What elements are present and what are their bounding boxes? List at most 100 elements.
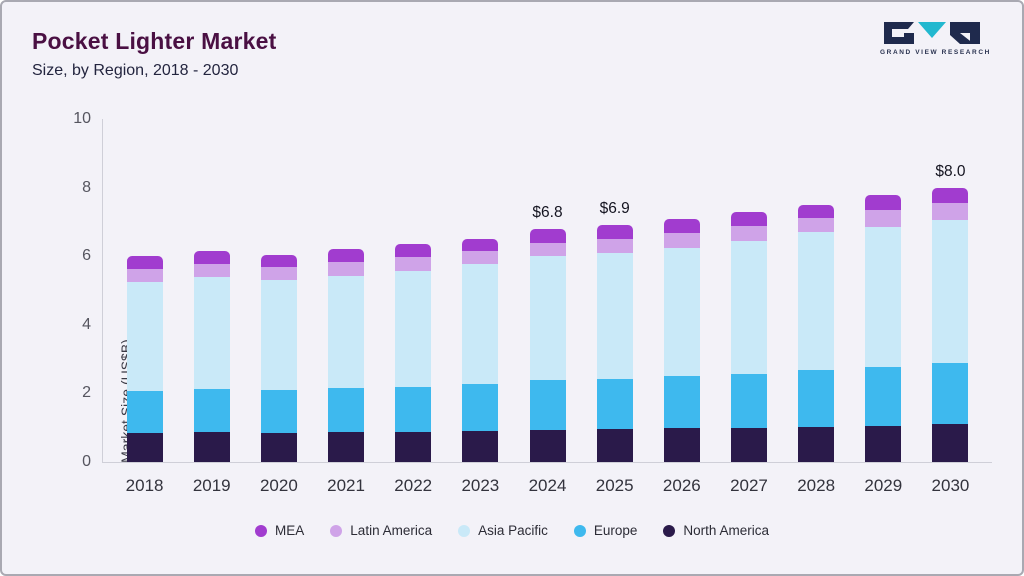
legend-item: Asia Pacific <box>458 523 548 538</box>
bar-segment <box>865 366 902 426</box>
bar-segment <box>395 431 432 462</box>
legend-dot-icon <box>330 524 343 537</box>
legend-item: Latin America <box>330 523 432 538</box>
bar-segment <box>260 389 297 433</box>
y-tick-label: 6 <box>82 247 91 265</box>
x-tick-label: 2024 <box>528 476 567 495</box>
x-tick-label: 2028 <box>797 476 836 495</box>
bar-segment <box>932 187 969 204</box>
bar-segment <box>328 249 365 263</box>
legend-label: North America <box>683 523 769 538</box>
bar-segment <box>529 380 566 431</box>
legend-dot-icon <box>255 524 268 537</box>
y-tick-label: 10 <box>73 110 91 127</box>
bar-segment <box>663 375 700 429</box>
bar-stack <box>529 228 566 462</box>
bar-segment <box>865 209 902 228</box>
bar-segment <box>126 256 163 269</box>
page-subtitle: Size, by Region, 2018 - 2030 <box>32 62 239 79</box>
gvr-logo-icon <box>884 22 980 44</box>
bar-segment <box>193 388 230 433</box>
bar-segment <box>932 203 969 221</box>
bar-segment <box>798 232 835 371</box>
y-tick-label: 2 <box>82 384 91 402</box>
bar-column: 2021 <box>312 119 379 495</box>
bar-segment <box>596 239 633 253</box>
bar-column: 2029 <box>850 119 917 495</box>
bar-segment <box>260 254 297 268</box>
legend-dot-icon <box>458 524 471 537</box>
legend-item: Europe <box>573 523 637 538</box>
bar-stack <box>462 239 499 462</box>
bar-segment <box>328 262 365 276</box>
bar-stack <box>193 251 230 462</box>
bar-segment <box>932 363 969 425</box>
legend-label: MEA <box>275 523 305 538</box>
bar-segment <box>798 204 835 218</box>
bar-segment <box>260 432 297 462</box>
legend-label: Latin America <box>350 523 433 538</box>
bar-segment <box>462 251 499 264</box>
bar-stack <box>932 187 969 462</box>
bar-segment <box>798 217 835 233</box>
bar-segment <box>529 430 566 462</box>
bar-column: 2022 <box>380 119 447 495</box>
bar-column: $6.8 2024 <box>514 119 581 495</box>
bar-segment <box>798 370 835 427</box>
bar-segment <box>730 373 767 428</box>
bar-segment <box>260 280 297 390</box>
bar-stack <box>865 194 902 462</box>
bar-segment <box>328 388 365 433</box>
bar-segment <box>865 227 902 367</box>
bar-segment <box>395 244 432 257</box>
bar-segment <box>328 275 365 389</box>
bar-segment <box>663 218 700 233</box>
bar-segment <box>193 432 230 462</box>
bar-segment <box>798 426 835 462</box>
bar-segment <box>932 424 969 462</box>
bar-segment <box>663 232 700 248</box>
x-tick-label: 2021 <box>327 476 365 495</box>
bar-segment <box>462 263 499 384</box>
bar-segment <box>193 263 230 277</box>
bar-segment <box>126 268 163 282</box>
bar-segment <box>730 226 767 241</box>
bar-segment <box>462 383 499 432</box>
bar-column: $6.9 2025 <box>581 119 648 495</box>
legend-item: North America <box>663 523 769 538</box>
bar-segment <box>126 432 163 462</box>
bar-segment <box>193 251 230 264</box>
bar-value-label: $8.0 <box>935 162 966 180</box>
bar-segment <box>328 432 365 462</box>
x-tick-label: 2018 <box>125 476 164 495</box>
x-tick-label: 2025 <box>595 476 634 495</box>
bar-segment <box>596 378 633 430</box>
bar-segment <box>126 281 163 391</box>
bar-column: 2020 <box>245 119 312 495</box>
bar-segment <box>529 228 566 243</box>
legend-dot-icon <box>573 524 586 537</box>
bar-segment <box>193 276 230 389</box>
legend-dot-icon <box>663 524 676 537</box>
page-title: Pocket Lighter Market <box>32 28 277 54</box>
bar-segment <box>529 256 566 381</box>
legend-item: MEA <box>255 523 304 538</box>
y-tick-label: 8 <box>82 178 91 196</box>
legend: MEA Latin America Asia Pacific Europe North … <box>2 523 1022 538</box>
bar-stack <box>395 244 432 462</box>
bar-stack <box>596 225 633 462</box>
bar-column: $8.0 2030 <box>917 119 984 495</box>
bar-stack <box>730 211 767 462</box>
bar-segment <box>932 220 969 364</box>
bar-segment <box>395 386 432 432</box>
x-tick-label: 2020 <box>259 476 298 495</box>
bar-column: 2027 <box>715 119 782 495</box>
bar-segment <box>395 256 432 271</box>
bar-segment <box>126 390 163 433</box>
bar-segment <box>462 431 499 462</box>
x-tick-label: 2030 <box>931 476 970 495</box>
company-logo-text: GRAND VIEW RESEARCH <box>880 49 991 56</box>
y-tick-label: 4 <box>82 315 91 333</box>
